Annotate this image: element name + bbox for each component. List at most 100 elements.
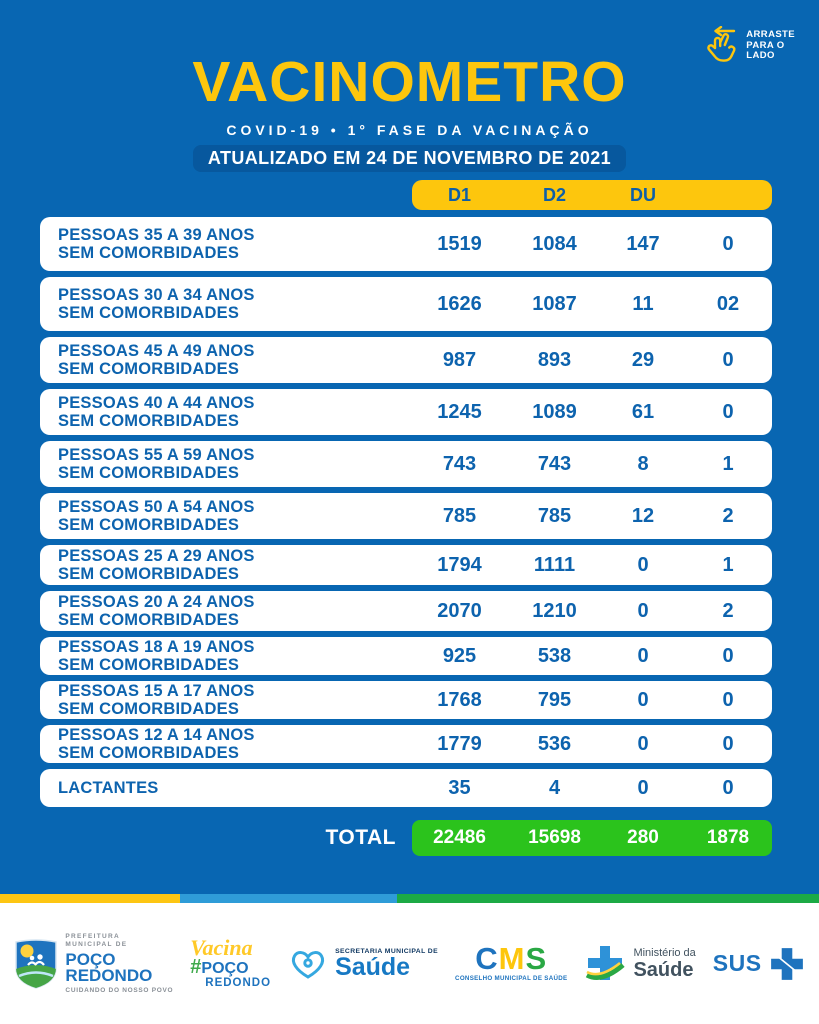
cell-d2: 1210 — [532, 599, 577, 622]
total-extra: 1878 — [706, 827, 750, 848]
cell-extra: 2 — [722, 504, 734, 527]
swipe-line-3: LADO — [746, 50, 775, 62]
table-row: PESSOAS 25 A 29 ANOS SEM COMORBIDADES 17… — [40, 545, 772, 585]
row-values: 35 4 0 0 — [412, 777, 772, 800]
heart-stethoscope-icon — [292, 950, 325, 979]
cell-du: 29 — [631, 348, 655, 371]
color-stripe — [0, 894, 819, 903]
total-d2: 15698 — [528, 827, 581, 848]
prefeitura-text: PREFEITURA MUNICIPAL DE POÇO REDONDO CUI… — [65, 932, 174, 995]
cell-du: 0 — [637, 599, 649, 622]
cell-d1: 35 — [448, 776, 471, 799]
table-header-row: D1 D2 DU — [40, 180, 772, 210]
row-values: 1768 795 0 0 — [412, 689, 772, 712]
cell-du: 0 — [637, 688, 649, 711]
cell-du: 0 — [637, 776, 649, 799]
cell-d2: 1084 — [532, 232, 577, 255]
cell-extra: 0 — [722, 776, 734, 799]
row-label: PESSOAS 20 A 24 ANOS SEM COMORBIDADES — [58, 592, 255, 629]
col-header-d2: D2 — [542, 184, 566, 205]
cell-du: 8 — [637, 452, 649, 475]
table-row: PESSOAS 35 A 39 ANOS SEM COMORBIDADES 15… — [40, 217, 772, 271]
row-values: 1519 1084 147 0 — [412, 233, 772, 256]
cell-d1: 2070 — [437, 599, 482, 622]
cell-du: 12 — [631, 504, 655, 527]
total-row: TOTAL 22486 15698 280 1878 — [40, 820, 772, 856]
table-row: PESSOAS 45 A 49 ANOS SEM COMORBIDADES 98… — [40, 337, 772, 383]
table-row: LACTANTES 35 4 0 0 — [40, 769, 772, 807]
cell-du: 11 — [632, 292, 654, 315]
cell-d2: 743 — [537, 452, 572, 475]
stripe-green — [397, 894, 819, 903]
row-label: LACTANTES — [58, 778, 159, 797]
cell-d2: 4 — [548, 776, 561, 799]
logo-ministerio-saude: Ministério da Saúde — [584, 943, 696, 985]
table-row: PESSOAS 18 A 19 ANOS SEM COMORBIDADES 92… — [40, 637, 772, 675]
row-values: 925 538 0 0 — [412, 645, 772, 668]
row-label: PESSOAS 25 A 29 ANOS SEM COMORBIDADES — [58, 546, 255, 583]
table-row: PESSOAS 40 A 44 ANOS SEM COMORBIDADES 12… — [40, 389, 772, 435]
cell-extra: 0 — [722, 400, 734, 423]
row-values: 1794 1111 0 1 — [412, 554, 772, 577]
swipe-line-2: PARA O — [746, 39, 785, 51]
table-row: PESSOAS 55 A 59 ANOS SEM COMORBIDADES 74… — [40, 441, 772, 487]
secretaria-text: SECRETARIA MUNICIPAL DE Saúde — [335, 947, 439, 981]
cell-extra: 0 — [722, 644, 734, 667]
col-header-d1: D1 — [447, 184, 471, 205]
cell-extra: 0 — [722, 732, 734, 755]
logo-prefeitura-poco-redondo: PREFEITURA MUNICIPAL DE POÇO REDONDO CUI… — [14, 933, 173, 994]
stripe-blue — [180, 894, 397, 903]
swipe-line-1: ARRASTE — [746, 28, 795, 40]
cell-d2: 795 — [537, 688, 572, 711]
cell-du: 147 — [626, 232, 660, 255]
row-label: PESSOAS 45 A 49 ANOS SEM COMORBIDADES — [58, 341, 255, 378]
table-header: D1 D2 DU — [412, 180, 772, 210]
cell-d2: 1087 — [532, 292, 577, 315]
cell-extra: 1 — [722, 452, 734, 475]
cell-d1: 1779 — [437, 732, 482, 755]
cell-d1: 1519 — [437, 232, 482, 255]
row-values: 987 893 29 0 — [412, 349, 772, 372]
col-header-du: DU — [630, 184, 656, 205]
cell-d1: 743 — [442, 452, 477, 475]
row-label: PESSOAS 55 A 59 ANOS SEM COMORBIDADES — [58, 445, 255, 482]
row-label: PESSOAS 35 A 39 ANOS SEM COMORBIDADES — [58, 225, 255, 262]
total-d1: 22486 — [433, 827, 486, 848]
logo-cms: CMS CONSELHO MUNICIPAL DE SAÚDE — [455, 941, 568, 982]
row-label: PESSOAS 30 A 34 ANOS SEM COMORBIDADES — [58, 285, 255, 322]
cell-d2: 893 — [537, 348, 572, 371]
cell-d2: 1089 — [532, 400, 577, 423]
crest-icon — [15, 938, 58, 989]
row-label: PESSOAS 50 A 54 ANOS SEM COMORBIDADES — [58, 497, 255, 534]
cell-d1: 1768 — [437, 688, 482, 711]
cell-extra: 0 — [722, 232, 734, 255]
cell-d1: 1245 — [437, 400, 482, 423]
cell-du: 0 — [637, 644, 649, 667]
cell-d2: 538 — [537, 644, 572, 667]
vaccination-table: D1 D2 DU PESSOAS 35 A 39 ANOS SEM COMORB… — [40, 180, 772, 856]
logo-vacina-poco-redondo: Vacina #POÇO REDONDO — [190, 935, 272, 990]
cell-d1: 987 — [442, 348, 477, 371]
cell-du: 61 — [631, 400, 655, 423]
total-du: 280 — [627, 827, 659, 848]
cell-extra: 0 — [722, 348, 734, 371]
cell-extra: 0 — [722, 688, 734, 711]
table-row: PESSOAS 15 A 17 ANOS SEM COMORBIDADES 17… — [40, 681, 772, 719]
swipe-hint[interactable]: ARRASTE PARA O LADO — [703, 26, 795, 66]
page-title: VACINOMETRO — [192, 50, 627, 114]
table-row: PESSOAS 12 A 14 ANOS SEM COMORBIDADES 17… — [40, 725, 772, 763]
swipe-hand-icon — [707, 26, 736, 62]
sus-cross-icon — [770, 947, 803, 980]
row-values: 1626 1087 11 02 — [412, 293, 772, 316]
ministerio-text: Ministério da Saúde — [633, 947, 696, 981]
table-body: PESSOAS 35 A 39 ANOS SEM COMORBIDADES 15… — [40, 217, 772, 807]
cell-d1: 785 — [442, 504, 477, 527]
cell-d1: 1794 — [437, 553, 482, 576]
cell-d1: 1626 — [437, 292, 482, 315]
total-values: 22486 15698 280 1878 — [412, 820, 772, 856]
table-row: PESSOAS 20 A 24 ANOS SEM COMORBIDADES 20… — [40, 591, 772, 631]
row-label: PESSOAS 18 A 19 ANOS SEM COMORBIDADES — [58, 637, 255, 674]
ministerio-cross-icon — [586, 945, 626, 980]
cell-d2: 1111 — [533, 553, 576, 576]
